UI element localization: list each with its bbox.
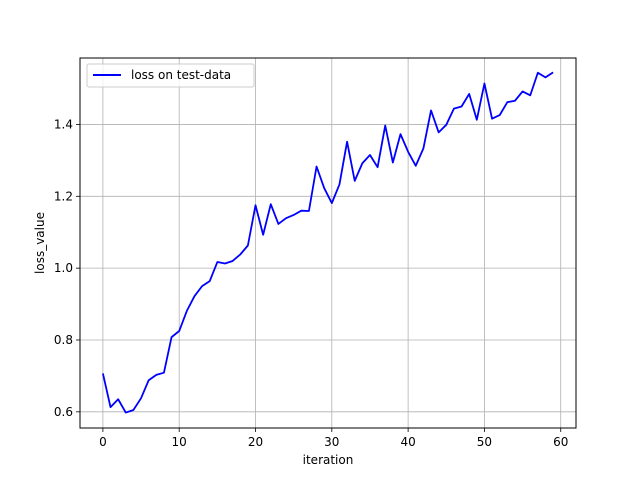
y-tick-label: 0.6 xyxy=(54,405,73,419)
y-tick-label: 0.8 xyxy=(54,333,73,347)
y-tick-label: 1.4 xyxy=(54,117,73,131)
series-line-loss-on-test-data xyxy=(102,71,554,414)
x-tick-label: 50 xyxy=(477,435,492,449)
x-tick-label: 30 xyxy=(324,435,339,449)
axis-ticks: 0 10 20 30 40 50 60 0.6 0.8 1.0 1.2 1.4 xyxy=(54,117,568,449)
legend: loss on test-data xyxy=(86,63,255,88)
x-tick-label: 20 xyxy=(248,435,263,449)
legend-label-loss-on-test-data: loss on test-data xyxy=(131,68,231,82)
legend-box xyxy=(86,63,255,88)
plot-frame xyxy=(79,57,577,429)
x-axis-label: iteration xyxy=(303,453,354,467)
x-tick-label: 0 xyxy=(99,435,107,449)
x-tick-label: 60 xyxy=(553,435,568,449)
y-tick-label: 1.2 xyxy=(54,189,73,203)
y-tick-label: 1.0 xyxy=(54,261,73,275)
y-axis-label: loss_value xyxy=(33,212,47,274)
x-tick-label: 10 xyxy=(172,435,187,449)
series-layer xyxy=(102,71,554,414)
x-tick-label: 40 xyxy=(400,435,415,449)
